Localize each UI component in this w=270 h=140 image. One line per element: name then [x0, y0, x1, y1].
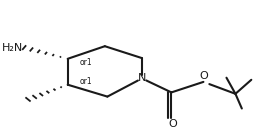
Text: or1: or1: [80, 58, 93, 67]
Text: O: O: [168, 119, 177, 129]
Text: or1: or1: [80, 77, 93, 86]
Text: H₂N: H₂N: [2, 43, 23, 53]
Text: N: N: [138, 73, 146, 83]
Text: O: O: [199, 71, 208, 81]
